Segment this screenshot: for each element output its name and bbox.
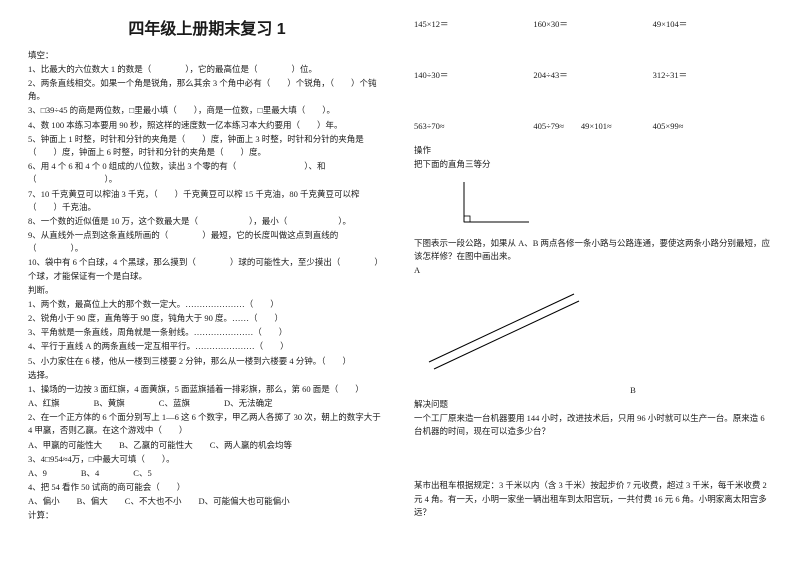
question-7: 7、10 千克黄豆可以榨油 3 千克，（ ）千克黄豆可以榨 15 千克油，80 … [28,188,386,214]
calc-cell: 145×12＝ [414,18,533,31]
label-b: B [494,384,772,397]
section-header: 判断。 [28,284,386,297]
judge-3: 3、平角就是一条直线，周角就是一条射线。…………………（ ） [28,326,386,339]
section-header: 填空： [28,49,386,62]
calc-header: 计算： [28,509,386,522]
spacer [414,439,772,479]
choice-section: 选择。 1、操场的一边按 3 面红旗，4 面黄旗，5 面蓝旗插着一排彩旗，那么，… [28,369,386,509]
calc-cell: 49×104＝ [653,18,772,31]
choice-4-options: A、偏小 B、偏大 C、不大也不小 D、可能偏大也可能偏小 [28,495,386,508]
solve-header: 解决问题 [414,398,772,411]
operation-2: 下图表示一段公路，如果从 A、B 两点各修一条小路与公路连通，要使这两条小路分别… [414,237,772,263]
problem-2: 某市出租车根据规定：3 千米以内（含 3 千米）按起步价 7 元收费，超过 3 … [414,479,772,519]
question-4: 4、数 100 本练习本要用 90 秒，照这样的速度数一亿本练习本大约要用（ ）… [28,119,386,132]
choice-4: 4、把 54 看作 50 试商的商可能会（ ） [28,481,386,494]
operation-header: 操作 [414,144,772,157]
choice-3: 3、4□954≈4万，□中最大可填（ ）。 [28,453,386,466]
exam-page: 四年级上册期末复习 1 填空： 1、比最大的六位数大 1 的数是（ ），它的最高… [0,0,800,566]
question-3: 3、□39÷45 的商是两位数，□里最小填（ ），商是一位数，□里最大填（ ）。 [28,104,386,117]
section-header: 选择。 [28,369,386,382]
calc-row-2: 140÷30＝ 204÷43＝ 312÷31＝ [414,69,772,82]
right-angle-diagram [414,177,772,231]
calc-cell: 563÷70≈ [414,120,533,133]
calc-row-1: 145×12＝ 160×30＝ 49×104＝ [414,18,772,31]
question-6: 6、用 4 个 6 和 4 个 0 组成的八位数，读出 3 个零的有（ ）、和（… [28,160,386,186]
choice-1-options: A、红旗 B、黄旗 C、蓝旗 D、无法确定 [28,397,386,410]
calc-row-3: 563÷70≈ 405÷79≈ 49×101≈ 405×99≈ [414,120,772,133]
choice-2: 2、在一个正方体的 6 个面分别写上 1—6 这 6 个数字，甲乙两人各掷了 3… [28,411,386,437]
road-diagram [414,284,772,378]
question-2: 2、两条直线相交。如果一个角是锐角，那么其余 3 个角中必有（ ）个锐角，（ ）… [28,77,386,103]
left-column: 四年级上册期末复习 1 填空： 1、比最大的六位数大 1 的数是（ ），它的最高… [28,18,386,548]
right-column: 145×12＝ 160×30＝ 49×104＝ 140÷30＝ 204÷43＝ … [414,18,772,548]
choice-1: 1、操场的一边按 3 面红旗，4 面黄旗，5 面蓝旗插着一排彩旗，那么，第 60… [28,383,386,396]
calc-cell: 312÷31＝ [653,69,772,82]
calc-cell: 160×30＝ [533,18,652,31]
calc-cell: 405÷79≈ 49×101≈ [533,120,652,133]
problem-1: 一个工厂原来造一台机器要用 144 小时，改进技术后，只用 96 小时就可以生产… [414,412,772,438]
question-5: 5、钟面上 1 时整，时针和分针的夹角是（ ）度，钟面上 3 时整，时针和分针的… [28,133,386,159]
operation-1: 把下面的直角三等分 [414,158,772,171]
calc-cell: 204÷43＝ [533,69,652,82]
question-9: 9、从直线外一点到这条直线所画的（ ）最短，它的长度叫做这点到直线的（ ）。 [28,229,386,255]
choice-3-options: A、9 B、4 C、5 [28,467,386,480]
calc-cell: 140÷30＝ [414,69,533,82]
judge-2: 2、锐角小于 90 度，直角等于 90 度，钝角大于 90 度。……（ ） [28,312,386,325]
judge-section: 判断。 1、两个数，最高位上大的那个数一定大。…………………（ ） 2、锐角小于… [28,284,386,368]
question-8: 8、一个数的近似值是 10 万，这个数最大是（ ），最小（ ）。 [28,215,386,228]
question-10: 10、袋中有 6 个白球，4 个黑球，那么摸到（ ）球的可能性大，至少摸出（ ）… [28,256,386,282]
label-a: A [414,264,772,277]
fill-blank-section: 填空： 1、比最大的六位数大 1 的数是（ ），它的最高位是（ ）位。 2、两条… [28,49,386,283]
spacer [414,41,772,69]
calc-cell: 405×99≈ [653,120,772,133]
spacer [414,92,772,120]
judge-5: 5、小力家住在 6 楼，他从一楼到三楼要 2 分钟，那么从一楼到六楼要 4 分钟… [28,355,386,368]
page-title: 四年级上册期末复习 1 [28,18,386,43]
question-1: 1、比最大的六位数大 1 的数是（ ），它的最高位是（ ）位。 [28,63,386,76]
judge-1: 1、两个数，最高位上大的那个数一定大。…………………（ ） [28,298,386,311]
choice-2-options: A、甲赢的可能性大 B、乙赢的可能性大 C、两人赢的机会均等 [28,439,386,452]
judge-4: 4、平行于直线 A 的两条直线一定互相平行。…………………（ ） [28,340,386,353]
